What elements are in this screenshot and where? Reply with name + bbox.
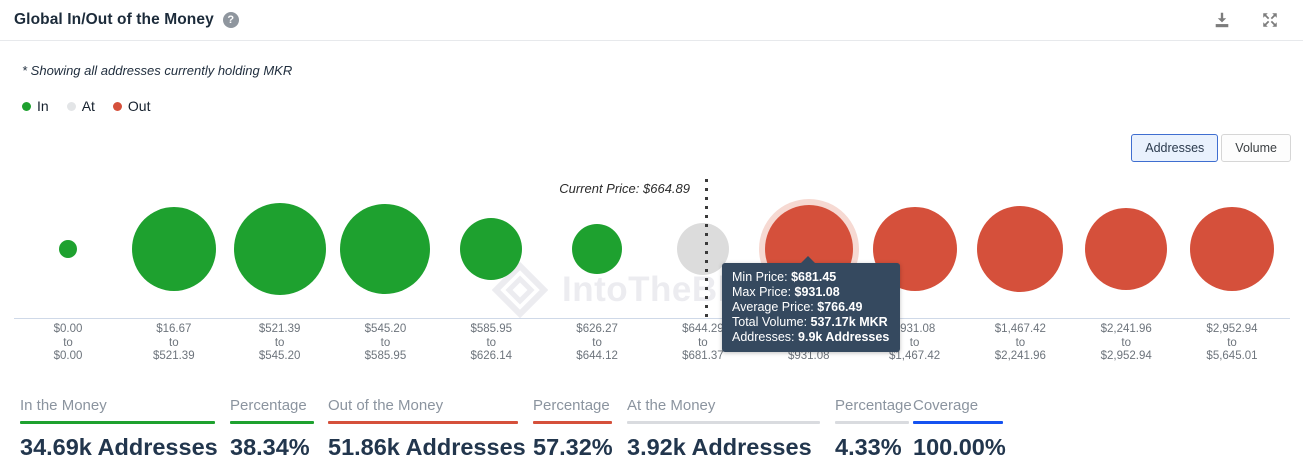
current-price-label: Current Price: $664.89 [559,181,690,196]
legend-label-out: Out [127,98,151,114]
volume-tab[interactable]: Volume [1221,134,1291,162]
bubble-chart: Current Price: $664.89 IntoTheBlock $0.0… [0,170,1303,380]
stat-coverage: Coverage 100.00% [913,397,1006,460]
stat-out-of-the-money: Out of the Money 51.86k Addresses [328,397,526,460]
stat-underline [230,421,314,424]
x-axis-label: $16.67 to $521.39 [153,323,195,362]
x-axis-label: $545.20 to $585.95 [364,323,407,362]
stat-underline [533,421,612,424]
tooltip-row-addresses: Addresses: 9.9k Addresses [732,329,890,344]
x-axis-line [14,318,1290,319]
intotheblock-logo-icon [492,262,548,318]
widget-header: Global In/Out of the Money ? [0,0,1303,41]
bubble-out[interactable] [977,206,1064,292]
stat-underline [328,421,518,424]
tooltip-row-average-price: Average Price: $766.49 [732,299,863,314]
stat-underline [913,421,1003,424]
legend-item-at[interactable]: At [66,98,95,114]
legend-item-out[interactable]: Out [112,98,151,114]
view-toggle: Addresses Volume [1131,134,1291,162]
legend-label-at: At [81,98,95,114]
x-axis-label: $2,952.94 to $5,645.01 [1206,323,1258,362]
tooltip-row-min-price: Min Price: $681.45 [732,270,837,284]
stats-row: In the Money 34.69k Addresses Percentage… [0,397,1303,468]
stat-at-the-money: At the Money 3.92k Addresses [627,397,820,461]
bubble-out[interactable] [1085,208,1168,290]
x-axis-label: $2,241.96 to $2,952.94 [1100,323,1152,362]
bubble-in[interactable] [59,240,77,258]
current-price-line [705,179,708,319]
legend-label-in: In [37,98,49,114]
stat-in-percentage: Percentage 38.34% [230,397,314,461]
bubble-in[interactable] [340,204,431,294]
download-icon[interactable] [1213,11,1231,29]
tooltip-row-max-price: Max Price: $931.08 [732,284,840,299]
stat-underline [20,421,215,424]
bubble-in[interactable] [460,218,523,280]
bubble-in[interactable] [572,224,623,274]
help-icon[interactable]: ? [222,12,239,28]
legend: In At Out [22,98,151,114]
x-axis-label: $0.00 to $0.00 [53,323,83,362]
bubble-out[interactable] [1190,207,1275,291]
expand-icon[interactable] [1261,11,1279,29]
x-axis-label: $626.27 to $644.12 [576,323,618,362]
x-axis-label: $931.08 to $1,467.42 [888,323,941,362]
x-axis-label: $585.95 to $626.14 [470,323,513,362]
bubble-in[interactable] [233,203,326,295]
legend-dot-at [66,101,76,111]
bubble-in[interactable] [131,207,216,291]
x-axis-label: $644.29 to $681.37 [682,323,724,362]
x-axis-label: $521.39 to $545.20 [258,323,301,362]
legend-dot-in [22,101,31,111]
page-title: Global In/Out of the Money [14,11,214,28]
legend-item-in[interactable]: In [22,98,49,114]
stat-at-percentage: Percentage 4.33% [835,397,912,460]
bubble-at[interactable] [676,223,729,275]
stat-underline [627,421,820,424]
stat-underline [835,421,909,424]
stat-in-the-money: In the Money 34.69k Addresses [20,397,218,460]
legend-dot-out [112,101,122,111]
tooltip-row-total-volume: Total Volume: 537.17k MKR [732,314,888,329]
x-axis-label: $1,467.42 to $2,241.96 [994,323,1046,362]
addresses-tab[interactable]: Addresses [1131,134,1219,162]
chart-tooltip: Min Price: $681.45 Max Price: $931.08 Av… [722,256,900,352]
chart-note: * Showing all addresses currently holdin… [22,63,293,78]
stat-out-percentage: Percentage 57.32% [533,397,613,460]
